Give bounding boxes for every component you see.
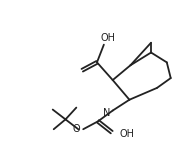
Text: OH: OH: [100, 33, 115, 43]
Text: O: O: [73, 124, 80, 134]
Text: OH: OH: [120, 129, 135, 139]
Text: N: N: [103, 108, 111, 118]
